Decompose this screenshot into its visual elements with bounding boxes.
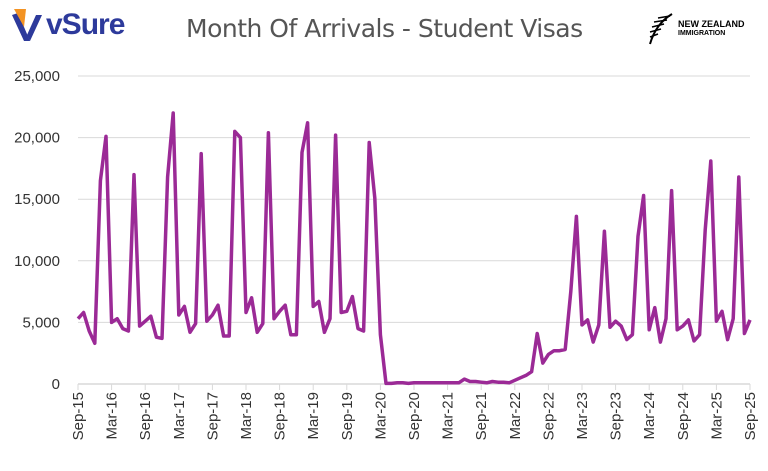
y-tick-label: 25,000	[14, 68, 60, 85]
x-tick-label: Sep-22	[540, 392, 557, 440]
x-tick-label: Sep-20	[406, 392, 423, 440]
x-tick-label: Sep-15	[70, 392, 87, 440]
x-tick-label: Mar-24	[641, 392, 658, 440]
series-line	[76, 111, 752, 386]
partner-line1: NEW ZEALAND	[678, 19, 745, 29]
x-tick-label: Mar-20	[372, 392, 389, 440]
brand-name: vSure	[46, 8, 125, 41]
fern-icon	[649, 13, 673, 45]
y-tick-label: 0	[52, 376, 60, 393]
y-tick-label: 10,000	[14, 253, 60, 270]
x-tick-label: Sep-23	[608, 392, 625, 440]
y-tick-label: 15,000	[14, 191, 60, 208]
x-tick-label: Mar-21	[440, 392, 457, 440]
x-tick-label: Mar-25	[708, 392, 725, 440]
x-tick-label: Mar-18	[238, 392, 255, 440]
x-tick-label: Sep-18	[272, 392, 289, 440]
x-tick-label: Mar-16	[104, 392, 121, 440]
x-tick-label: Mar-22	[507, 392, 524, 440]
x-tick-label: Mar-19	[305, 392, 322, 440]
chart-title: Month Of Arrivals - Student Visas	[186, 14, 583, 43]
x-tick-label: Sep-21	[473, 392, 490, 440]
x-tick-label: Sep-25	[742, 392, 759, 440]
x-tick-label: Sep-17	[204, 392, 221, 440]
x-tick-label: Sep-19	[339, 392, 356, 440]
x-tick-label: Sep-24	[675, 392, 692, 440]
y-tick-label: 20,000	[14, 130, 60, 147]
partner-line2: IMMIGRATION	[678, 30, 726, 37]
x-tick-label: Mar-17	[171, 392, 188, 440]
x-tick-label: Mar-23	[574, 392, 591, 440]
nz-immigration-logo: NEW ZEALAND IMMIGRATION	[648, 12, 745, 46]
vsure-logo-icon	[12, 9, 42, 41]
vsure-logo: vSure	[10, 6, 125, 44]
x-tick-label: Sep-16	[137, 392, 154, 440]
y-tick-label: 5,000	[22, 314, 60, 331]
